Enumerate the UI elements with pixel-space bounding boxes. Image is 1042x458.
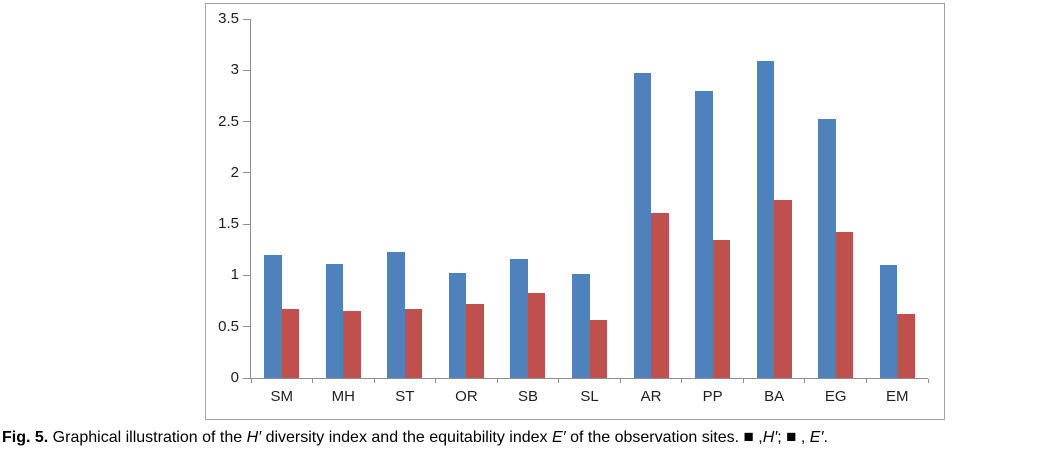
bar-hprime: [756, 61, 775, 378]
figure-caption: Fig. 5. Graphical illustration of the H′…: [2, 427, 1042, 447]
bar-hprime: [264, 254, 282, 378]
x-axis-label: PP: [702, 388, 723, 405]
x-axis-tick: [865, 379, 867, 383]
x-axis-label: MH: [331, 388, 355, 405]
x-axis-tick: [742, 379, 744, 383]
bar-hprime: [387, 251, 405, 378]
x-axis-label: AR: [640, 388, 662, 405]
x-axis-tick: [681, 379, 683, 383]
bar-eprime: [404, 309, 423, 378]
bar-eprime: [835, 232, 854, 378]
bar-eprime: [466, 304, 484, 378]
bar-hprime: [572, 274, 590, 378]
caption-hprime-symbol: H′: [246, 429, 262, 446]
bar-eprime: [897, 314, 915, 378]
legend-square-hprime-icon: ■: [743, 427, 754, 446]
bar-eprime: [589, 319, 607, 378]
legend-eprime-label: E′: [809, 429, 824, 446]
y-axis-tick-label: 2: [230, 163, 239, 181]
bar-hprime: [879, 265, 898, 378]
bar-eprime: [527, 292, 546, 378]
legend-hprime-label: H′: [762, 429, 778, 446]
bar-hprime: [448, 273, 467, 378]
bar-hprime: [510, 259, 528, 378]
y-axis-tick: [243, 326, 250, 328]
x-axis-tick: [619, 379, 621, 383]
caption-period: .: [823, 429, 828, 446]
bar-hprime: [695, 90, 713, 378]
y-axis-tick-label: 3: [230, 61, 239, 79]
y-axis-tick: [243, 274, 250, 276]
bar-eprime: [774, 199, 792, 378]
x-axis-tick: [373, 379, 375, 383]
bar-eprime: [281, 309, 300, 378]
y-axis-tick: [243, 377, 250, 379]
chart-frame: 0 0.5 1 1.5 2 2.5 3 3.5 SM MH ST OR SB SL AR PP BA EG EM: [205, 3, 945, 420]
x-axis-label: ST: [395, 388, 415, 405]
y-axis-tick-label: 0: [230, 369, 239, 386]
x-axis-tick: [496, 379, 498, 383]
x-axis-tick: [435, 379, 437, 383]
y-axis-tick-label: 1: [230, 266, 239, 284]
x-axis-tick: [250, 379, 252, 383]
x-axis-tick: [804, 379, 806, 383]
x-axis-tick: [312, 379, 314, 383]
bar-eprime: [712, 239, 731, 378]
x-axis-label: SM: [270, 388, 294, 405]
y-axis-tick-label: 2.5: [218, 112, 239, 130]
y-axis-tick-label: 3.5: [218, 10, 239, 27]
y-axis-tick-label: 0.5: [218, 317, 239, 335]
caption-fig-label: Fig. 5.: [2, 429, 49, 446]
caption-text-1: Graphical illustration of the: [48, 429, 247, 446]
caption-eprime-symbol: E′: [551, 429, 566, 446]
caption-text-2: diversity index and the equitability ind…: [261, 429, 552, 446]
caption-text-3: of the observation sites.: [565, 429, 744, 446]
plot-area: 0 0.5 1 1.5 2 2.5 3 3.5 SM MH ST OR SB SL AR PP BA EG EM: [218, 10, 929, 405]
x-axis-label: OR: [455, 388, 478, 405]
y-axis-tick: [243, 18, 250, 20]
x-axis-label: SB: [517, 388, 538, 405]
y-axis-tick-label: 1.5: [218, 215, 239, 233]
y-axis-tick: [243, 121, 250, 123]
bar-hprime: [633, 73, 652, 378]
x-axis-tick: [558, 379, 560, 383]
bar-eprime: [343, 311, 361, 378]
x-axis-label: SL: [580, 388, 599, 405]
x-axis-label: EG: [824, 388, 847, 405]
x-axis-tick: [927, 379, 929, 383]
caption-sep-3: ,: [796, 429, 810, 446]
bar-hprime: [818, 118, 836, 378]
y-axis-tick: [243, 172, 250, 174]
caption-sep-2: ;: [777, 429, 787, 446]
bar-hprime: [325, 264, 344, 378]
y-axis-tick: [243, 223, 250, 225]
legend-square-eprime-icon: ■: [786, 427, 797, 446]
y-axis-tick: [243, 69, 250, 71]
caption-sep-1: ,: [753, 429, 763, 446]
bar-eprime: [651, 212, 669, 378]
x-axis-label: BA: [764, 388, 785, 405]
x-axis-label: EM: [885, 388, 909, 405]
